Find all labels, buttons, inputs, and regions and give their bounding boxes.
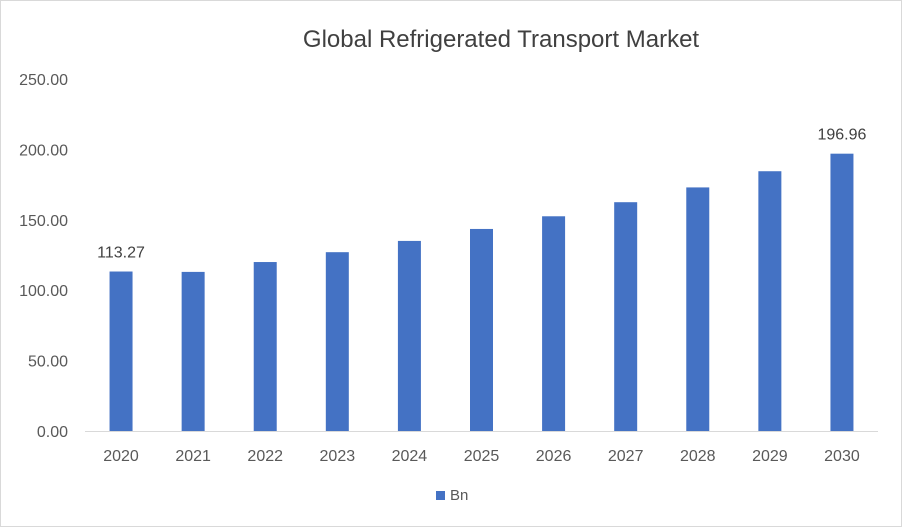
x-tick-label: 2026: [536, 448, 572, 465]
bar: [253, 262, 277, 431]
bar-series: [109, 153, 854, 432]
bar: [830, 153, 854, 432]
legend-label: Bn: [450, 487, 469, 504]
y-tick-label: 0.00: [37, 424, 68, 441]
data-label: 113.27: [97, 245, 145, 262]
legend-swatch: [436, 491, 445, 500]
x-tick-label: 2023: [320, 448, 356, 465]
y-tick-label: 50.00: [28, 354, 68, 371]
bar: [686, 187, 710, 431]
y-axis-ticks: 0.00 50.00 100.00 150.00 200.00 250.00: [19, 72, 68, 441]
x-axis-ticks: 2020 2021 2022 2023 2024 2025 2026 2027 2028 2029…: [103, 448, 860, 465]
x-tick-label: 2024: [392, 448, 428, 465]
bar: [181, 271, 205, 431]
x-tick-label: 2021: [175, 448, 211, 465]
chart-title: Global Refrigerated Transport Market: [302, 26, 700, 53]
x-tick-label: 2025: [464, 448, 500, 465]
x-tick-label: 2030: [824, 448, 860, 465]
bar: [614, 202, 638, 431]
y-tick-label: 250.00: [19, 72, 68, 89]
y-tick-label: 200.00: [19, 142, 68, 159]
x-tick-label: 2029: [752, 448, 788, 465]
data-labels: 113.27 196.96: [97, 127, 866, 262]
legend: Bn: [436, 487, 468, 504]
x-tick-label: 2028: [680, 448, 716, 465]
x-tick-label: 2022: [247, 448, 283, 465]
data-label: 196.96: [817, 127, 866, 144]
bar: [470, 228, 493, 431]
bar: [758, 171, 782, 431]
x-tick-label: 2027: [608, 448, 644, 465]
x-tick-label: 2020: [103, 448, 139, 465]
bar: [542, 216, 566, 431]
y-tick-label: 150.00: [19, 213, 68, 230]
y-tick-label: 100.00: [19, 283, 68, 300]
bar: [109, 271, 133, 431]
bar: [397, 240, 421, 431]
bar: [325, 252, 349, 431]
